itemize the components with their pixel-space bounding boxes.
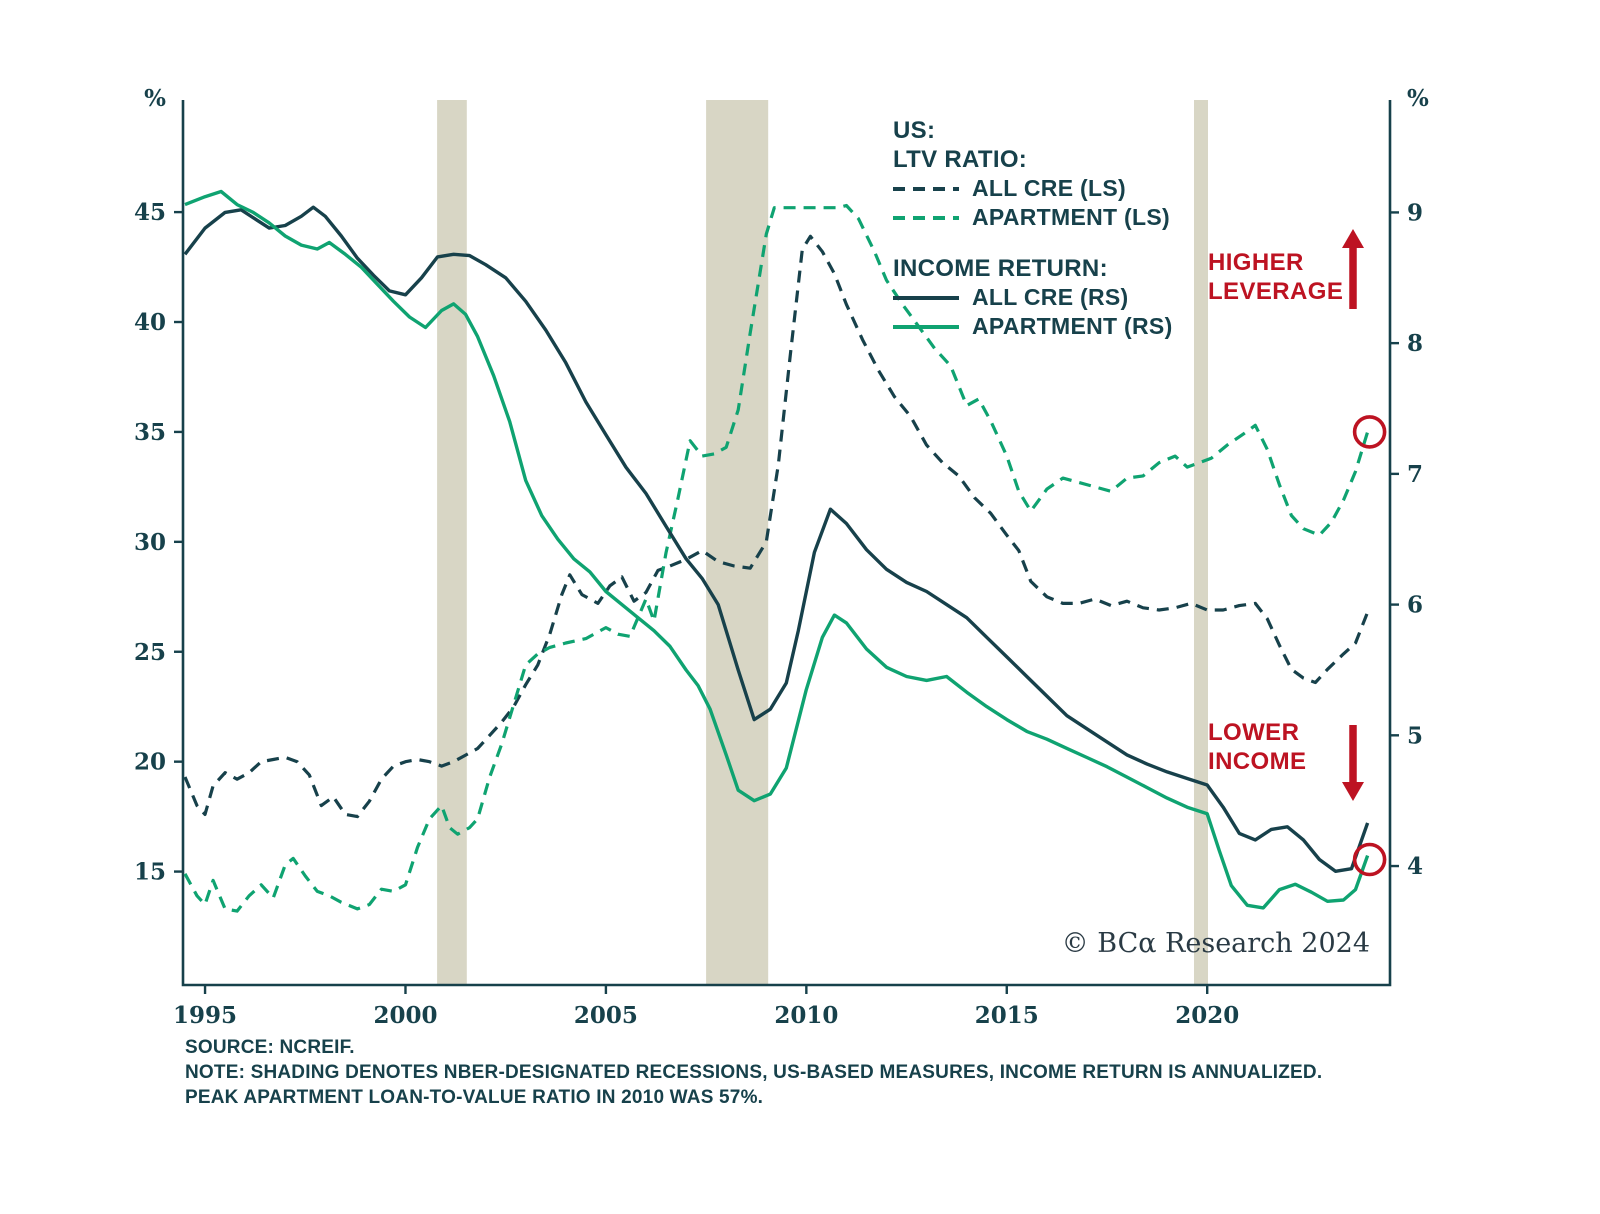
legend-label-all-cre-rs: ALL CRE (RS) [972,284,1129,310]
apartment-ltv-latest-circle [1352,415,1387,449]
peak-ltv-note: PEAK APARTMENT LOAN-TO-VALUE RATIO IN 20… [185,1087,764,1108]
right-axis-tick-label: 4 [1407,853,1423,880]
left-axis-tick-label: 35 [134,419,166,446]
recession-band [706,100,769,985]
chart-legend: US: LTV RATIO: ALL CRE (LS) APARTMENT (L… [893,116,1173,341]
right-axis-tick-label: 6 [1407,592,1423,619]
right-axis-tick-label: 8 [1407,330,1423,357]
legend-title: US: [893,117,936,144]
left-axis-tick-label: 45 [134,199,166,226]
recession-shading-note: NOTE: SHADING DENOTES NBER-DESIGNATED RE… [185,1062,1323,1083]
lower-income-annotation: LOWER INCOME [1208,718,1306,776]
legend-item-all-cre-rs: ALL CRE (RS) [893,283,1173,312]
x-axis-year-label: 2010 [774,1002,838,1029]
dashed-green-line-sample [893,215,959,220]
right-axis-tick-label: 5 [1407,722,1423,749]
series-all-cre-rs [183,205,1370,873]
x-axis-year-label: 1995 [173,1002,237,1029]
x-axis-year-label: 2015 [975,1002,1039,1029]
higher-leverage-up-arrow-head [1342,229,1364,248]
x-axis-year-label: 2020 [1175,1002,1239,1029]
legend-item-all-cre-ls: ALL CRE (LS) [893,174,1173,203]
series-all-cre-ls [183,234,1370,819]
right-axis-tick-label: 7 [1407,461,1423,488]
series-apartment-rs [184,189,1370,910]
solid-dark-line-sample [893,295,959,300]
legend-label-all-cre-ls: ALL CRE (LS) [972,175,1126,201]
left-axis-unit-label: % [144,85,166,112]
higher-leverage-line2: LEVERAGE [1208,278,1344,305]
legend-item-apartment-rs: APARTMENT (RS) [893,312,1173,341]
right-axis-unit-label: % [1407,85,1429,112]
higher-leverage-line1: HIGHER [1208,249,1304,276]
legend-income-subtitle: INCOME RETURN: [893,255,1108,282]
recession-band [1194,100,1208,985]
lower-income-line1: LOWER [1208,719,1300,746]
series-apartment-ls [183,203,1370,913]
left-axis-tick-label: 20 [134,749,166,776]
bca-research-copyright: © BCα Research 2024 [1061,928,1370,959]
dashed-dark-line-sample [893,186,959,191]
lower-income-line2: INCOME [1208,748,1307,775]
x-axis-year-label: 2000 [373,1002,437,1029]
legend-label-apartment-ls: APARTMENT (LS) [972,204,1170,230]
axes-frame [181,100,1392,987]
apartment-income-latest-circle [1352,842,1387,877]
recession-band [437,100,467,985]
left-axis-tick-label: 30 [134,529,166,556]
left-axis-tick-label: 40 [134,309,166,336]
solid-green-line-sample [893,324,959,329]
lower-income-down-arrow-head [1342,782,1364,801]
higher-leverage-annotation: HIGHER LEVERAGE [1208,248,1343,306]
left-axis-tick-label: 15 [134,859,166,886]
legend-item-apartment-ls: APARTMENT (LS) [893,203,1173,232]
x-axis-year-label: 2005 [574,1002,638,1029]
footer-notes: SOURCE: NCREIF. NOTE: SHADING DENOTES NB… [185,1035,1455,1110]
source-note: SOURCE: NCREIF. [185,1037,355,1058]
right-axis-tick-label: 9 [1407,199,1423,226]
legend-ltv-subtitle: LTV RATIO: [893,146,1028,173]
legend-label-apartment-rs: APARTMENT (RS) [972,313,1173,339]
left-axis-tick-label: 25 [134,639,166,666]
